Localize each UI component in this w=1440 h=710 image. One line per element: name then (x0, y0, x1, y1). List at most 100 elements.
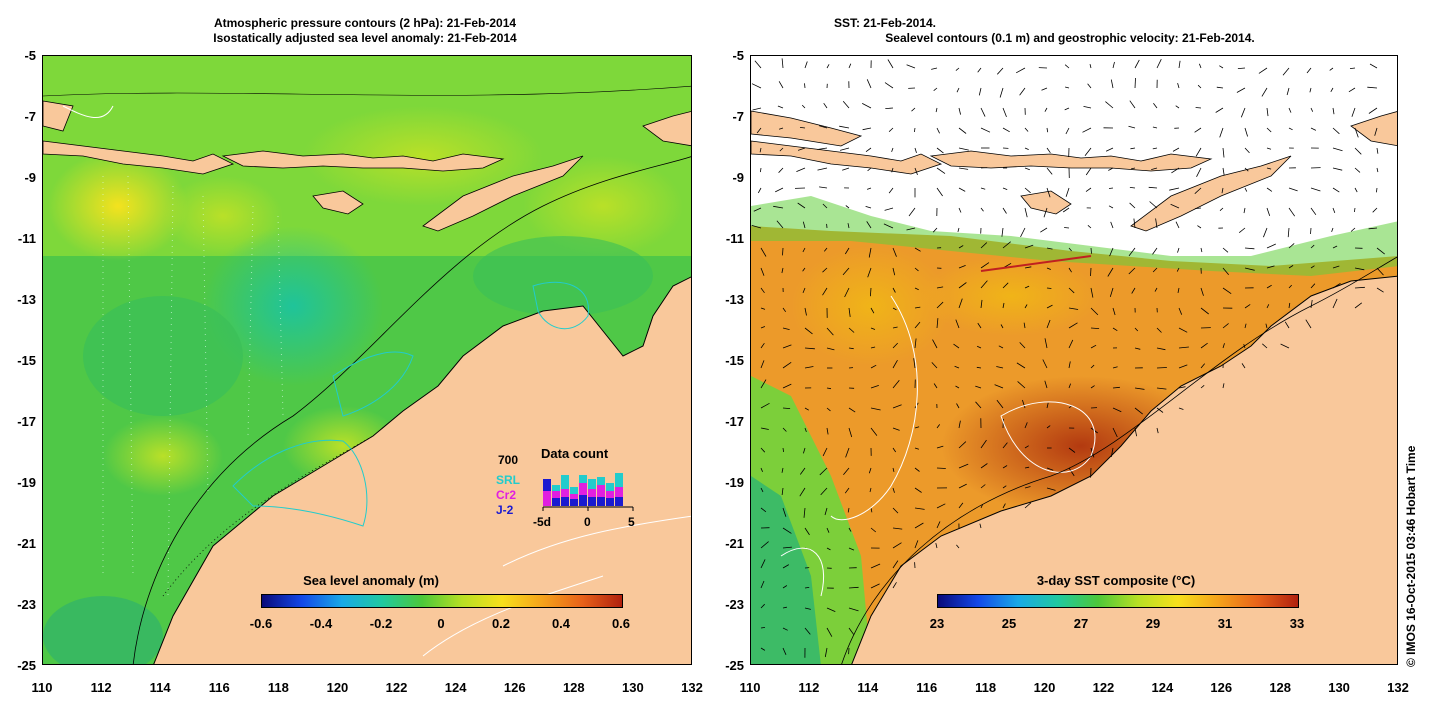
velocity-arrow (867, 267, 872, 278)
velocity-arrow (1266, 147, 1272, 150)
velocity-arrow (1019, 87, 1026, 96)
velocity-arrow (1000, 324, 1004, 329)
velocity-arrow (822, 447, 828, 457)
velocity-arrow (760, 487, 764, 493)
velocity-arrow (802, 267, 806, 272)
velocity-arrow (1112, 366, 1118, 369)
velocity-arrow (1265, 323, 1268, 329)
velocity-arrow (1178, 307, 1183, 315)
velocity-arrow (1105, 147, 1114, 152)
velocity-arrow (1310, 227, 1312, 235)
velocity-arrow (1087, 83, 1092, 89)
velocity-arrow (1170, 203, 1180, 209)
velocity-arrow (1134, 427, 1137, 437)
velocity-arrow (1288, 187, 1298, 192)
velocity-arrow (954, 365, 960, 369)
lat-tick-label: -11 (17, 231, 36, 246)
velocity-arrow (958, 420, 961, 429)
velocity-arrow (819, 467, 828, 476)
velocity-arrow (848, 327, 855, 333)
lat-tick-label: -5 (732, 48, 744, 63)
lat-tick-label: -21 (17, 536, 36, 551)
velocity-arrow (914, 167, 918, 176)
velocity-arrow (1090, 385, 1095, 389)
velocity-arrow (1085, 167, 1092, 176)
velocity-arrow (826, 607, 836, 612)
velocity-arrow (870, 307, 875, 314)
velocity-arrow (1134, 77, 1136, 89)
velocity-arrow (958, 187, 966, 192)
velocity-arrow (1258, 67, 1268, 74)
velocity-arrow (1068, 467, 1075, 477)
velocity-arrow (865, 147, 872, 153)
velocity-arrow (1130, 147, 1136, 150)
velocity-arrow (1266, 127, 1272, 133)
velocity-arrow (1288, 265, 1294, 269)
velocity-arrow (958, 147, 969, 151)
velocity-arrow (980, 242, 988, 249)
velocity-arrow (782, 585, 788, 589)
velocity-arrow (977, 67, 982, 73)
velocity-arrow (1022, 399, 1026, 409)
left-title-line2: Isostatically adjusted sea level anomaly… (213, 31, 517, 45)
velocity-arrow (842, 167, 850, 171)
velocity-arrow (1002, 302, 1005, 309)
velocity-arrow (1200, 287, 1204, 296)
velocity-arrow (1105, 101, 1114, 109)
velocity-arrow (1042, 359, 1048, 369)
lon-tick-label: 112 (798, 680, 820, 695)
nusa-tenggara-islands (221, 150, 505, 172)
velocity-arrow (757, 187, 762, 194)
velocity-arrow (1046, 167, 1053, 175)
velocity-arrow (826, 627, 833, 637)
velocity-arrow (1090, 364, 1095, 369)
velocity-arrow (1244, 127, 1248, 137)
velocity-arrow (778, 167, 784, 173)
velocity-arrow (1090, 344, 1097, 349)
lon-tick-label: 130 (622, 680, 644, 695)
data-count-inset: 700 Data count SRL Cr2 J-2 -5d 0 5 (483, 441, 643, 536)
velocity-arrow (1332, 127, 1340, 135)
velocity-arrow (1024, 127, 1029, 132)
velocity-arrow (1108, 205, 1114, 209)
velocity-arrow (1087, 224, 1092, 229)
velocity-arrow (1068, 339, 1074, 349)
velocity-arrow (804, 587, 810, 589)
velocity-arrow (820, 487, 828, 496)
velocity-arrow (826, 527, 830, 533)
velocity-arrow (1112, 427, 1118, 438)
velocity-arrow (1244, 247, 1255, 250)
velocity-arrow (980, 187, 986, 190)
velocity-arrow (1024, 422, 1028, 429)
left-colorbar-title: Sea level anomaly (m) (303, 573, 439, 588)
velocity-arrow (1200, 342, 1208, 349)
velocity-arrow (1178, 327, 1188, 333)
lon-tick-label: 116 (208, 680, 230, 695)
velocity-arrow (824, 647, 828, 658)
geostrophic-velocity-arrows (751, 58, 1385, 658)
velocity-arrow (1266, 107, 1269, 117)
velocity-arrow (1288, 207, 1296, 217)
negative-anomaly-blob (203, 226, 383, 386)
velocity-arrow (782, 546, 792, 549)
velocity-arrow (936, 445, 944, 449)
velocity-arrow (958, 483, 967, 489)
velocity-arrow (883, 223, 894, 229)
velocity-arrow (799, 467, 806, 475)
velocity-arrow (1238, 227, 1246, 234)
velocity-arrow (931, 362, 938, 369)
velocity-arrow (1128, 125, 1136, 129)
velocity-arrow (1195, 147, 1202, 157)
velocity-arrow (847, 507, 850, 513)
velocity-arrow (1046, 304, 1053, 309)
velocity-arrow (1354, 286, 1365, 289)
velocity-arrow (804, 427, 807, 433)
velocity-arrow (1002, 503, 1006, 509)
right-cb-tick: 29 (1145, 616, 1161, 631)
velocity-arrow (1374, 127, 1378, 136)
velocity-arrow (958, 127, 967, 134)
velocity-arrow (914, 522, 924, 529)
velocity-arrow (1376, 287, 1384, 293)
velocity-arrow (870, 507, 873, 513)
velocity-arrow (760, 627, 766, 629)
